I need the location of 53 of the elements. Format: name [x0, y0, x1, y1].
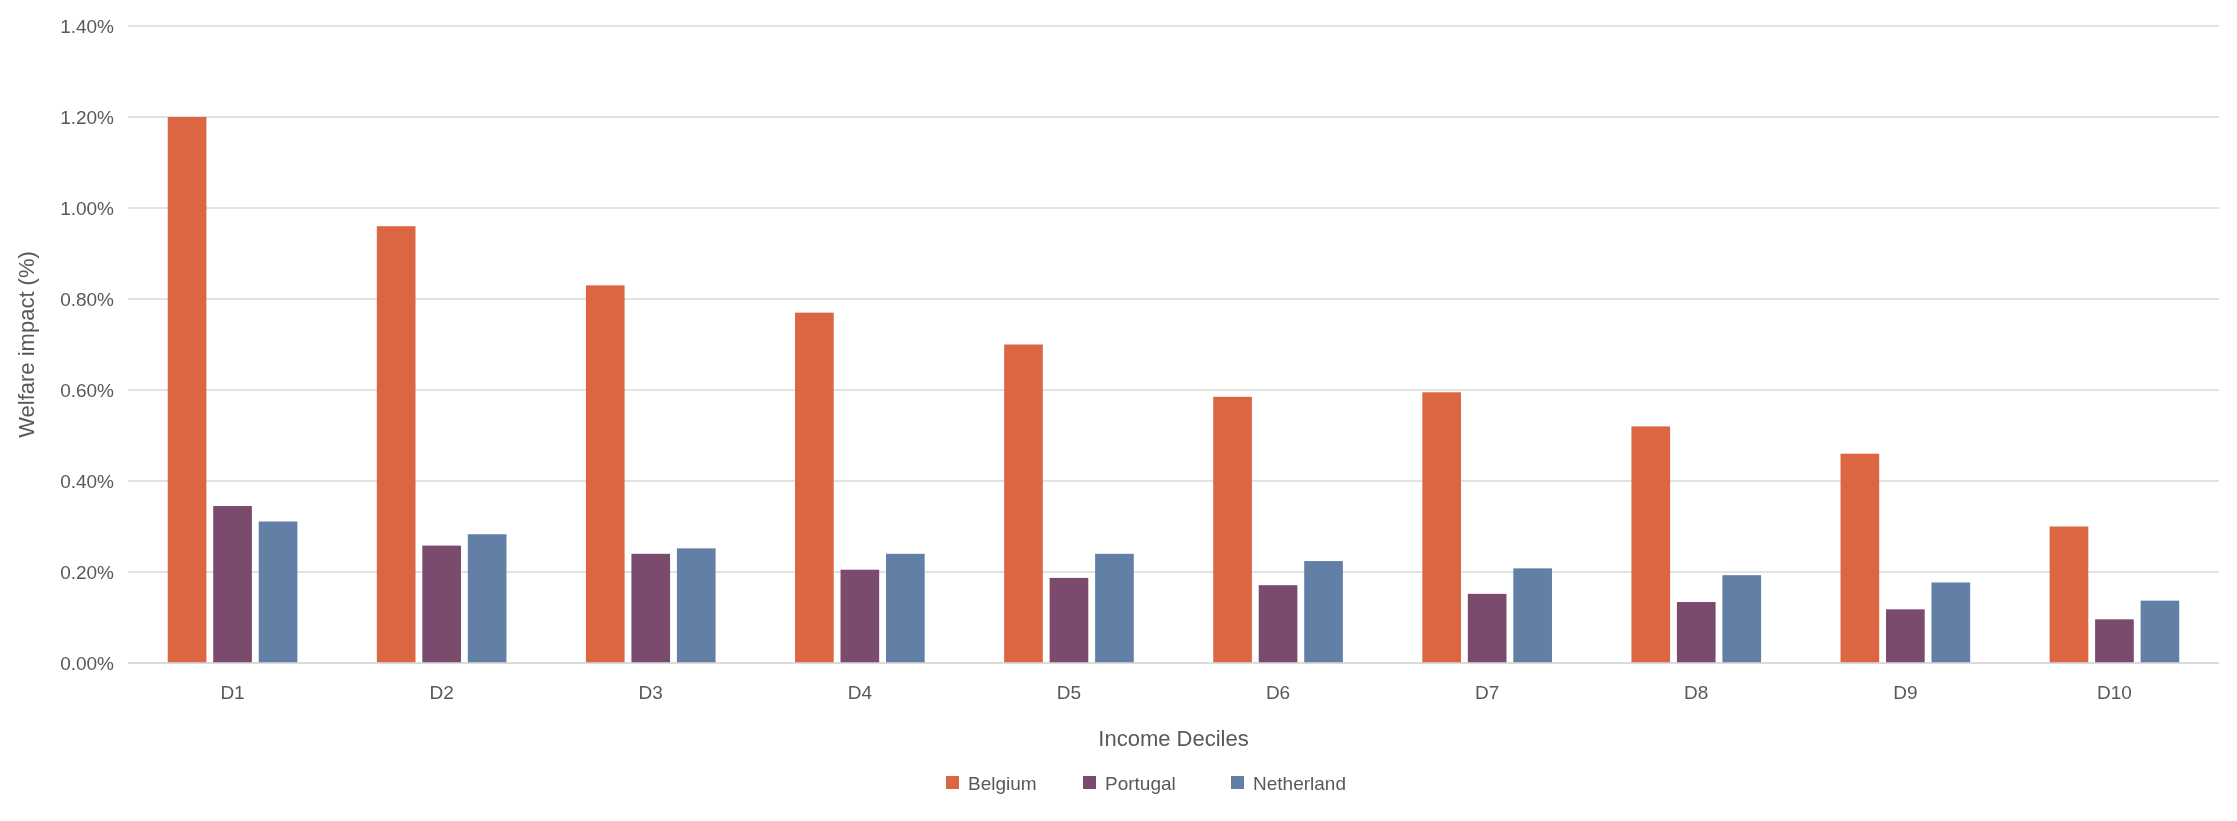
legend-label: Portugal — [1105, 772, 1176, 794]
bar — [1213, 396, 1252, 663]
x-tick-label: D7 — [1475, 682, 1500, 703]
bar — [1258, 585, 1298, 663]
bar — [1676, 602, 1716, 663]
x-tick-label: D1 — [220, 682, 245, 703]
bar — [1931, 582, 1971, 663]
bar — [467, 534, 507, 663]
bar — [1004, 344, 1043, 663]
y-tick-label: 0.20% — [60, 561, 115, 583]
x-tick-label: D4 — [847, 682, 873, 703]
bar — [1095, 553, 1134, 663]
x-axis-title: Income Deciles — [1098, 726, 1249, 751]
bar — [1722, 575, 1762, 663]
bar — [1840, 453, 1880, 663]
bar — [2095, 619, 2134, 663]
x-tick-label: D2 — [429, 682, 454, 703]
bar — [1467, 593, 1507, 663]
y-tick-label: 0.80% — [60, 288, 115, 310]
bar — [213, 506, 252, 663]
bar — [2140, 600, 2180, 663]
x-tick-label: D8 — [1684, 682, 1709, 703]
bar — [886, 553, 925, 663]
bar — [1886, 609, 1925, 663]
bar — [376, 226, 416, 663]
bar — [1422, 392, 1461, 663]
bar — [2049, 526, 2089, 663]
y-axis-title: Welfare impact (%) — [14, 251, 39, 438]
x-tick-label: D9 — [1893, 682, 1918, 703]
bar — [1049, 577, 1089, 663]
bar — [167, 117, 207, 663]
x-tick-label: D3 — [638, 682, 663, 703]
y-tick-label: 1.00% — [60, 197, 115, 219]
x-tick-label: D5 — [1056, 682, 1082, 703]
bar — [631, 553, 671, 663]
legend-label: Netherland — [1253, 772, 1346, 794]
bar — [840, 569, 880, 663]
bar — [1631, 426, 1671, 663]
y-tick-label: 0.40% — [60, 470, 115, 492]
x-tick-label: D10 — [2097, 682, 2132, 703]
bar — [585, 285, 625, 663]
bar — [1304, 561, 1343, 663]
bar — [676, 548, 716, 663]
legend-label: Belgium — [968, 772, 1037, 794]
bar — [422, 545, 461, 663]
y-tick-label: 1.20% — [60, 106, 115, 128]
y-tick-label: 0.00% — [60, 652, 115, 674]
y-tick-label: 0.60% — [60, 379, 115, 401]
y-tick-label: 1.40% — [60, 15, 115, 37]
bar — [1513, 568, 1552, 663]
x-tick-label: D6 — [1265, 682, 1291, 703]
bar — [795, 312, 834, 663]
bar — [258, 521, 298, 663]
